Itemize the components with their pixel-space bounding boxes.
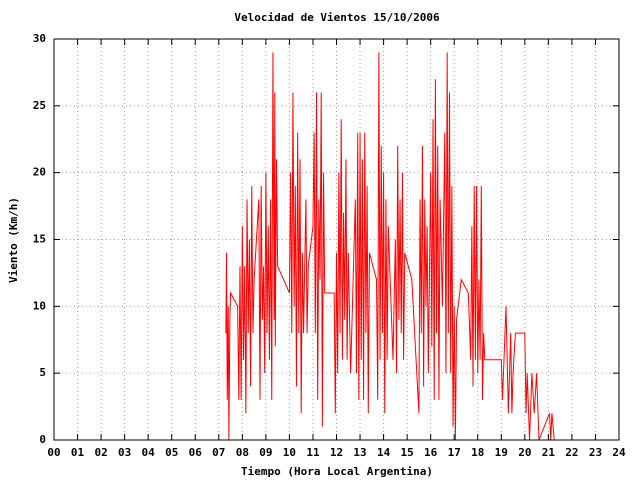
x-tick-label: 17 (448, 446, 461, 459)
x-tick-label: 12 (330, 446, 343, 459)
x-tick-label: 02 (94, 446, 107, 459)
y-tick-label: 5 (39, 366, 46, 379)
x-tick-label: 08 (236, 446, 249, 459)
chart-title: Velocidad de Vientos 15/10/2006 (234, 11, 440, 24)
x-tick-label: 11 (306, 446, 320, 459)
x-tick-label: 00 (47, 446, 60, 459)
x-axis-label: Tiempo (Hora Local Argentina) (241, 465, 433, 478)
x-tick-label: 06 (189, 446, 203, 459)
x-tick-label: 20 (518, 446, 531, 459)
y-tick-label: 30 (33, 32, 46, 45)
y-tick-label: 0 (39, 433, 46, 446)
x-tick-label: 14 (377, 446, 391, 459)
data-line (225, 52, 555, 441)
plot-area (225, 52, 555, 441)
y-tick-label: 25 (33, 99, 46, 112)
y-tick-label: 15 (33, 233, 46, 246)
x-tick-label: 10 (283, 446, 296, 459)
x-tick-label: 19 (495, 446, 508, 459)
x-tick-label: 18 (471, 446, 484, 459)
x-tick-label: 24 (612, 446, 626, 459)
x-tick-label: 15 (401, 446, 414, 459)
x-tick-label: 23 (589, 446, 602, 459)
x-tick-label: 03 (118, 446, 131, 459)
x-tick-label: 04 (142, 446, 156, 459)
x-tick-label: 01 (71, 446, 85, 459)
x-tick-label: 16 (424, 446, 438, 459)
y-tick-label: 10 (33, 299, 46, 312)
y-axis-label: Viento (Km/h) (7, 197, 20, 283)
x-tick-label: 07 (212, 446, 225, 459)
plot-frame (53, 38, 620, 441)
x-tick-label: 21 (542, 446, 556, 459)
x-tick-label: 09 (259, 446, 272, 459)
y-tick-label: 20 (33, 166, 46, 179)
x-tick-label: 13 (353, 446, 366, 459)
x-tick-label: 05 (165, 446, 178, 459)
x-tick-label: 22 (565, 446, 578, 459)
